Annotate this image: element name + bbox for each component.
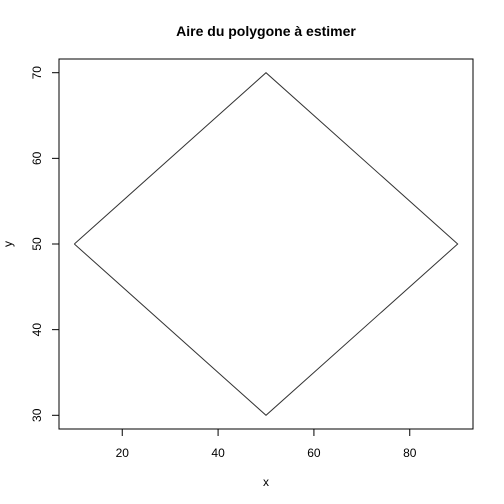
x-axis-label: x: [263, 475, 269, 489]
y-tick-label: 70: [30, 66, 44, 80]
polygon-line: [73, 72, 459, 416]
y-tick-label: 40: [30, 323, 44, 337]
plot-frame: [58, 58, 474, 430]
x-tick-label: 60: [307, 446, 321, 460]
x-tick-label: 80: [403, 446, 417, 460]
y-tick-label: 30: [30, 408, 44, 422]
y-tick-label: 60: [30, 151, 44, 165]
chart-title: Aire du polygone à estimer: [176, 23, 356, 39]
x-axis: 20 40 60 80: [116, 428, 417, 460]
x-tick-label: 40: [211, 446, 225, 460]
y-axis: 30 40 50 60 70: [30, 66, 60, 422]
y-axis-label: y: [1, 241, 15, 247]
y-tick-label: 50: [30, 237, 44, 251]
x-tick-label: 20: [116, 446, 130, 460]
